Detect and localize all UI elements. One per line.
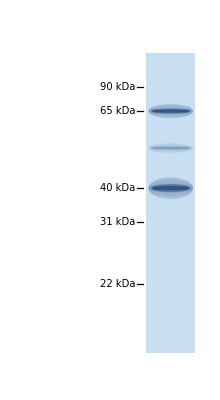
Text: 40 kDa: 40 kDa [100, 183, 135, 193]
Ellipse shape [151, 147, 190, 150]
Bar [146, 53, 195, 353]
Text: 22 kDa: 22 kDa [100, 279, 135, 289]
Text: 90 kDa: 90 kDa [100, 82, 135, 92]
Ellipse shape [153, 187, 189, 190]
Ellipse shape [153, 148, 189, 149]
Ellipse shape [151, 185, 190, 192]
Ellipse shape [151, 109, 190, 113]
Text: 65 kDa: 65 kDa [100, 106, 135, 116]
Text: 31 kDa: 31 kDa [100, 217, 135, 227]
Ellipse shape [153, 110, 189, 112]
